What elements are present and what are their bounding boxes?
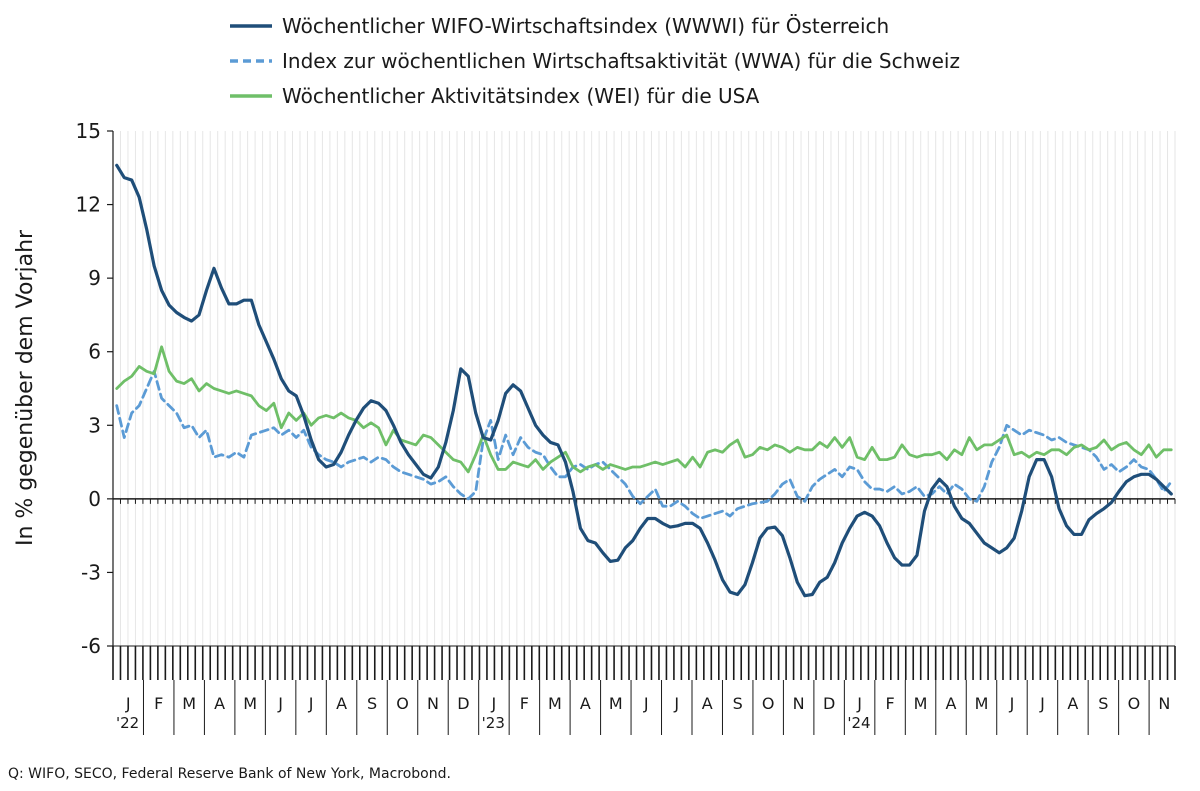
x-axis: J F M A M J J A S O N D J F M A M J J A S O N D J F M A M J J A S O N'22'2… bbox=[112, 645, 1176, 735]
legend-item-usa: Wöchentlicher Aktivitätsindex (WEI) für … bbox=[230, 84, 760, 108]
month-label: O bbox=[396, 694, 409, 713]
y-axis-ticks: 15 12 9 6 3 0 -3 -6 bbox=[76, 119, 1176, 658]
month-label: A bbox=[946, 694, 957, 713]
month-label: N bbox=[793, 694, 805, 713]
legend-item-austria: Wöchentlicher WIFO-Wirtschaftsindex (WWW… bbox=[230, 14, 889, 38]
month-label: M bbox=[914, 694, 928, 713]
y-tick-label: 6 bbox=[88, 340, 101, 364]
y-tick-label: -6 bbox=[81, 634, 101, 658]
y-tick-label: 9 bbox=[88, 266, 101, 290]
y-tick-label: 3 bbox=[88, 413, 101, 437]
month-label: A bbox=[336, 694, 347, 713]
month-label: A bbox=[214, 694, 225, 713]
month-label: J bbox=[491, 694, 497, 713]
month-label: N bbox=[427, 694, 439, 713]
month-label: M bbox=[609, 694, 623, 713]
series-lines bbox=[115, 163, 1173, 598]
month-label: D bbox=[457, 694, 469, 713]
source-note: Q: WIFO, SECO, Federal Reserve Bank of N… bbox=[8, 766, 451, 782]
month-label: S bbox=[733, 694, 743, 713]
year-label: '24 bbox=[847, 714, 870, 732]
month-label: J bbox=[125, 694, 131, 713]
series-line-austria bbox=[115, 163, 1173, 598]
month-label: S bbox=[367, 694, 377, 713]
month-label: F bbox=[154, 694, 163, 713]
month-label: A bbox=[702, 694, 713, 713]
month-label: M bbox=[975, 694, 989, 713]
month-label: J bbox=[673, 694, 679, 713]
y-tick-label: -3 bbox=[81, 560, 101, 584]
month-label: D bbox=[823, 694, 835, 713]
y-tick-label: 12 bbox=[76, 193, 101, 217]
month-label: J bbox=[277, 694, 283, 713]
month-label: M bbox=[243, 694, 257, 713]
y-axis-title: In % gegenüber dem Vorjahr bbox=[13, 229, 38, 546]
month-label: M bbox=[182, 694, 196, 713]
year-label: '22 bbox=[116, 714, 139, 732]
month-label: S bbox=[1098, 694, 1108, 713]
legend-label-austria: Wöchentlicher WIFO-Wirtschaftsindex (WWW… bbox=[282, 14, 889, 38]
month-label: F bbox=[885, 694, 894, 713]
grid-lines bbox=[112, 131, 1176, 646]
month-label: J bbox=[643, 694, 649, 713]
month-label: J bbox=[856, 694, 862, 713]
y-tick-label: 0 bbox=[88, 487, 101, 511]
legend-item-switzerland: Index zur wöchentlichen Wirtschaftsaktiv… bbox=[230, 49, 960, 73]
legend-label-switzerland: Index zur wöchentlichen Wirtschaftsaktiv… bbox=[282, 49, 960, 73]
month-label: M bbox=[548, 694, 562, 713]
month-label: O bbox=[762, 694, 775, 713]
month-label: J bbox=[308, 694, 314, 713]
month-label: J bbox=[1039, 694, 1045, 713]
series-line-usa bbox=[115, 345, 1173, 474]
legend-label-usa: Wöchentlicher Aktivitätsindex (WEI) für … bbox=[282, 84, 760, 108]
series-line-switzerland bbox=[115, 369, 1173, 520]
month-label: N bbox=[1158, 694, 1170, 713]
y-tick-label: 15 bbox=[76, 119, 101, 143]
month-label: O bbox=[1128, 694, 1141, 713]
month-label: A bbox=[1067, 694, 1078, 713]
year-label: '23 bbox=[482, 714, 505, 732]
month-label: J bbox=[1009, 694, 1015, 713]
month-label: F bbox=[520, 694, 529, 713]
legend: Wöchentlicher WIFO-Wirtschaftsindex (WWW… bbox=[230, 14, 960, 108]
month-label: A bbox=[580, 694, 591, 713]
